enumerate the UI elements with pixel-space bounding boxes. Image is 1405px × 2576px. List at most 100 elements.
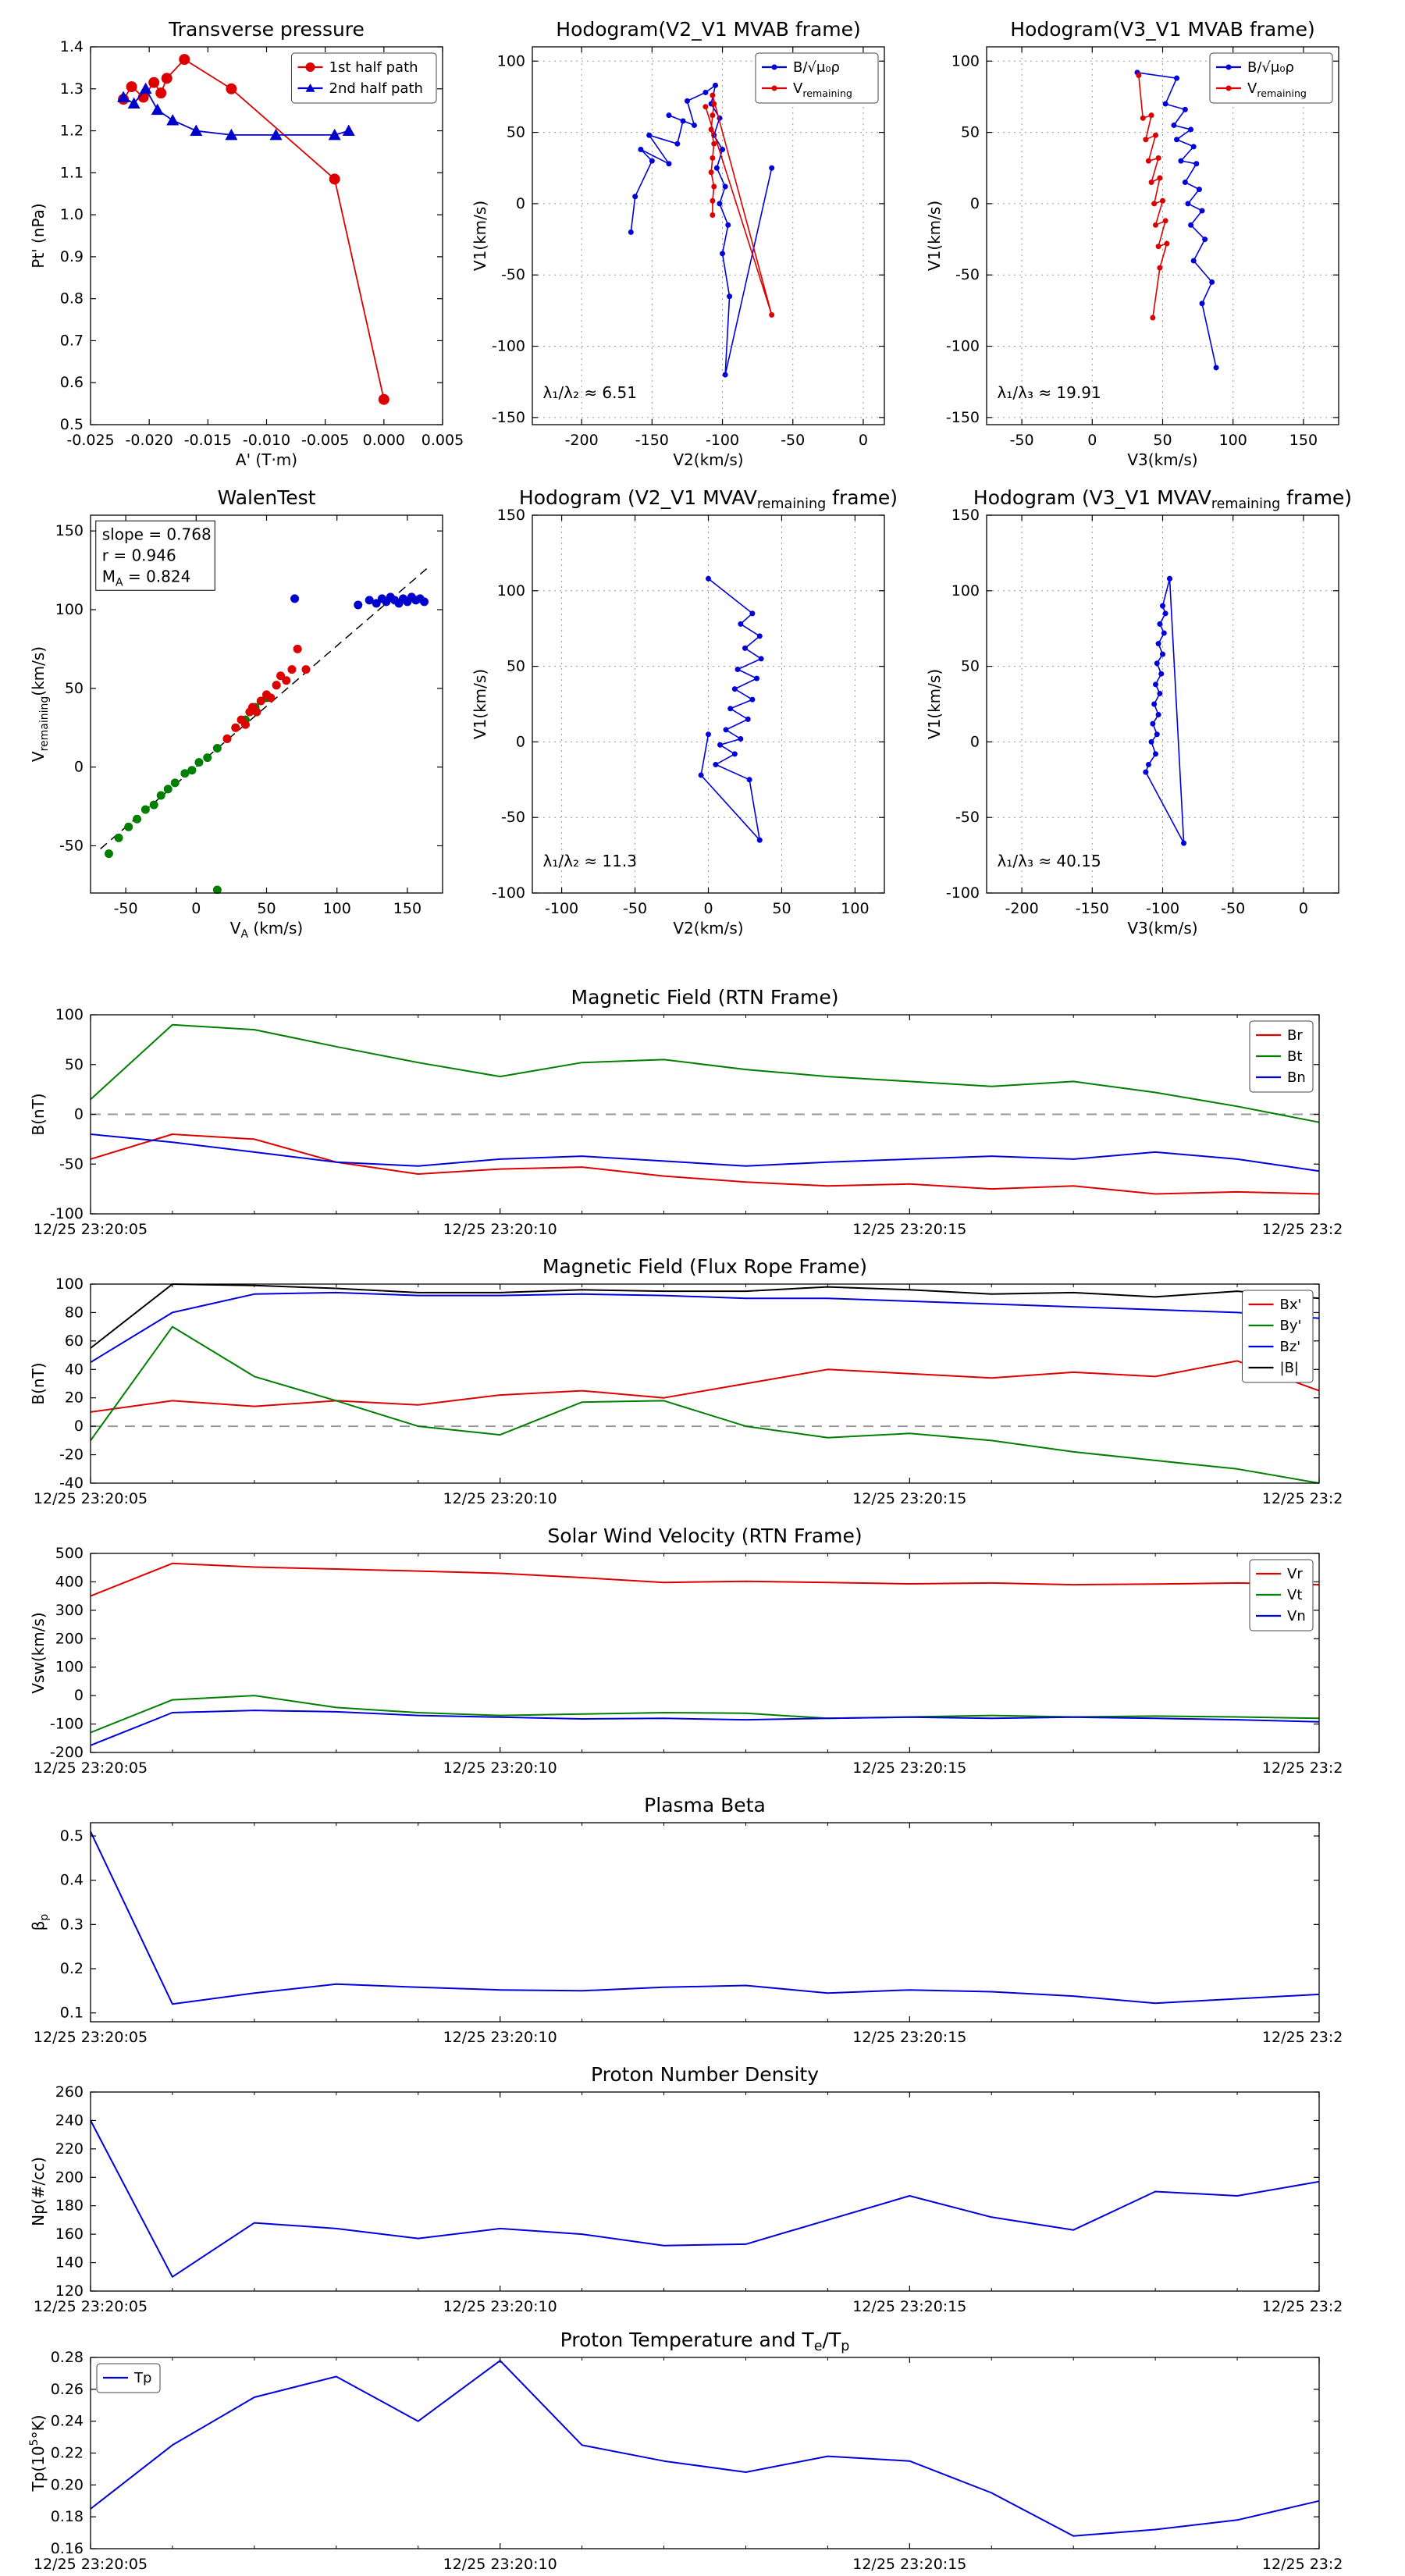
y-axis-label: βp [29,1914,51,1931]
axes-frame [90,2091,1320,2292]
series-2nd half path [123,87,349,136]
y-tick-label: 400 [55,1573,84,1590]
x-tick-label: -0.015 [184,432,232,449]
axes-frame [90,2357,1320,2549]
legend-label: By' [1280,1318,1302,1334]
series-group [90,1831,1320,2005]
x-tick-label: -150 [635,432,669,449]
x-tick-label: 12/25 23:20:15 [852,1221,966,1238]
x-tick-label: 150 [393,900,422,917]
x-tick-label: 12/25 23:20:20 [1262,1490,1343,1507]
x-tick-label: 12/25 23:20:05 [34,1221,148,1238]
solar-wind-velocity-svg: 12/25 23:20:05 12/25 23:20:10 12/25 23:20:… [29,1525,1343,1777]
y-tick-label: 0.24 [51,2413,84,2430]
chart-hodogram-v2v1-mvab: -200 -150 -100 -50 0 -150 -100 -50 0 50 100 Hodogra… [458,12,908,470]
y-tick-label: 1.2 [60,123,84,140]
legend-label: |B| [1280,1360,1299,1376]
chart-title: Solar Wind Velocity (RTN Frame) [547,1525,862,1547]
x-tick-label: 12/25 23:20:05 [34,1759,148,1777]
y-tick-label: 1.3 [60,80,84,98]
x-tick-label: -0.005 [301,432,349,449]
y-tick-label: 1.4 [60,38,84,55]
y-axis-label: Vremaining(km/s) [29,646,51,762]
y-tick-label: 160 [55,2226,84,2243]
y-tick-label: 100 [55,1276,84,1293]
series-group [90,2360,1320,2537]
chart-title: Magnetic Field (Flux Rope Frame) [542,1255,867,1278]
chart-walen-test: -50 0 50 100 150 -50 0 50 100 150 WalenTest VA (km/… [16,480,466,938]
axes-frame [90,1283,1320,1484]
chart-title: Proton Temperature and Te/Tp [560,2329,850,2354]
x-axis-label: V3(km/s) [1127,919,1197,938]
y-tick-label: 60 [65,1332,84,1350]
y-tick-label: 0 [74,1106,84,1123]
chart-magnetic-field-rtn: 12/25 23:20:05 12/25 23:20:10 12/25 23:20:… [16,980,1343,1259]
y-tick-label: 220 [55,2140,84,2158]
y-tick-label: 50 [961,658,980,675]
y-axis-label: V1(km/s) [925,669,944,739]
series-group [90,1283,1320,1484]
axes-frame [986,46,1339,425]
axes-frame [90,1822,1320,2023]
y-tick-label: 0 [970,195,980,212]
legend: Tp [96,2363,161,2393]
x-tick-label: 12/25 23:20:20 [1262,1759,1343,1777]
y-tick-label: -50 [955,266,980,283]
chart-transverse-pressure: -0.025 -0.020 -0.015 -0.010 -0.005 0.000 0.005… [16,12,466,470]
axes-frame [532,514,885,894]
y-tick-label: 100 [55,601,84,618]
chart-title: Hodogram (V3_V1 MVAVremaining frame) [973,486,1352,512]
y-tick-label: 0 [74,1418,84,1435]
legend-label: 1st half path [329,59,418,76]
y-axis-label: Tp(105°K) [28,2414,48,2492]
y-tick-label: 150 [55,522,84,539]
y-tick-label: 0.16 [51,2540,84,2557]
legend-label: Vt [1287,1587,1302,1603]
x-tick-label: -100 [1146,900,1179,917]
y-axis-label: B(nT) [29,1093,48,1135]
y-tick-label: 180 [55,2197,84,2215]
y-tick-label: 0 [516,733,525,750]
annotation-line: MA = 0.824 [102,567,191,589]
series-Bx [90,1360,1320,1413]
chart-hodogram-v3v1-mvav: -200 -150 -100 -50 0 -100 -50 0 50 100 150 Hodogram… [912,480,1362,938]
x-axis-label: V2(km/s) [673,919,743,938]
x-tick-label: -50 [114,900,138,917]
chart-title: Hodogram(V2_V1 MVAB frame) [556,18,860,41]
series-Bn [90,1133,1320,1172]
x-tick-label: 12/25 23:20:10 [443,2298,557,2315]
y-tick-label: 0 [516,195,525,212]
x-tick-label: 12/25 23:20:15 [852,1759,966,1777]
x-tick-label: 12/25 23:20:10 [443,2556,557,2573]
walen-test-svg: -50 0 50 100 150 -50 0 50 100 150 WalenTest VA (km/… [29,486,443,938]
legend-label: Bz' [1280,1339,1301,1355]
series-group [90,2119,1320,2278]
series-group [90,1562,1320,1746]
series-B-path [1145,578,1185,844]
y-tick-label: -50 [501,266,525,283]
y-tick-label: 80 [65,1304,84,1321]
x-tick-label: 0 [1087,432,1097,449]
x-tick-label: -50 [1010,432,1034,449]
chart-hodogram-v2v1-mvav: -100 -50 0 50 100 -100 -50 0 50 100 150 Hodogram (V… [458,480,908,938]
series-fit-line [100,566,429,850]
y-tick-label: 0.5 [60,1827,84,1845]
y-tick-label: -100 [492,884,525,902]
axes-frame [90,1014,1320,1215]
legend-label: Vremaining [793,80,852,99]
chart-title: Magnetic Field (RTN Frame) [571,986,839,1009]
legend: Br Bt Bn [1249,1020,1314,1093]
x-tick-label: -0.020 [126,432,173,449]
y-tick-label: 50 [961,124,980,141]
x-tick-label: -100 [706,432,739,449]
magnetic-field-rtn-svg: 12/25 23:20:05 12/25 23:20:10 12/25 23:20:… [29,986,1343,1238]
y-tick-label: 500 [55,1545,84,1562]
y-tick-label: -150 [946,409,980,426]
y-tick-label: 150 [497,507,525,524]
y-tick-label: -100 [946,338,980,355]
transverse-pressure-svg: -0.025 -0.020 -0.015 -0.010 -0.005 0.000 0.005… [29,18,464,469]
legend-label: Vremaining [1247,80,1307,99]
y-tick-label: 100 [55,1006,84,1023]
